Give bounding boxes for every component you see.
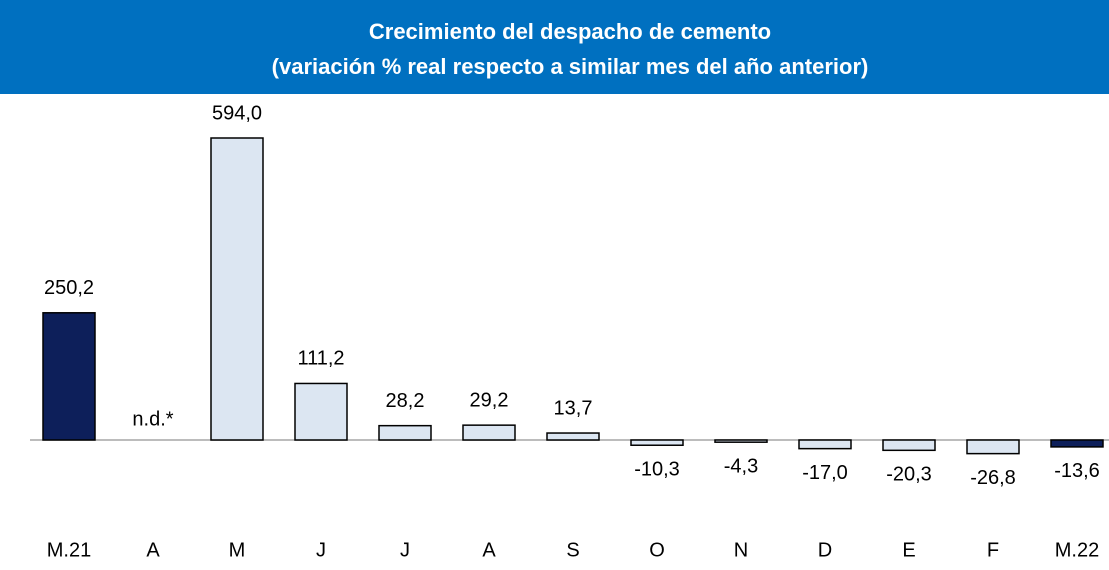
x-tick-label: D [818, 539, 832, 561]
value-label: n.d.* [132, 408, 173, 430]
value-label: -26,8 [970, 467, 1016, 489]
value-label: 13,7 [554, 397, 593, 419]
value-label: -10,3 [634, 459, 680, 481]
bar [378, 424, 432, 441]
value-label: 28,2 [386, 390, 425, 412]
value-label: -20,3 [886, 464, 932, 486]
bar [630, 439, 684, 446]
x-tick-label: M [229, 539, 246, 561]
bar [798, 439, 852, 450]
x-tick-label: M.22 [1055, 539, 1099, 561]
value-label: -13,6 [1054, 460, 1100, 482]
value-label: 250,2 [44, 277, 94, 299]
bar [462, 424, 516, 441]
x-tick-label: F [987, 539, 999, 561]
bar [294, 382, 348, 441]
value-label: 111,2 [297, 348, 344, 370]
x-tick-label: O [649, 539, 665, 561]
x-tick-label: A [482, 539, 496, 561]
value-label: 594,0 [212, 102, 262, 124]
bar [210, 137, 264, 441]
bar [1050, 439, 1104, 448]
title-banner [0, 0, 1109, 94]
bar [546, 432, 600, 441]
bar [42, 312, 96, 441]
x-tick-label: N [734, 539, 748, 561]
bar [714, 439, 768, 443]
bar [966, 439, 1020, 455]
x-tick-label: S [566, 539, 579, 561]
x-tick-label: A [146, 539, 160, 561]
x-tick-label: J [316, 539, 326, 561]
value-label: 29,2 [470, 389, 509, 411]
value-label: -4,3 [724, 455, 758, 477]
x-tick-label: J [400, 539, 410, 561]
chart-subtitle: (variación % real respecto a similar mes… [272, 54, 869, 79]
bar [882, 439, 936, 452]
value-label: -17,0 [802, 462, 848, 484]
chart-title: Crecimiento del despacho de cemento [369, 19, 771, 44]
x-tick-label: M.21 [47, 539, 91, 561]
x-tick-label: E [902, 539, 915, 561]
